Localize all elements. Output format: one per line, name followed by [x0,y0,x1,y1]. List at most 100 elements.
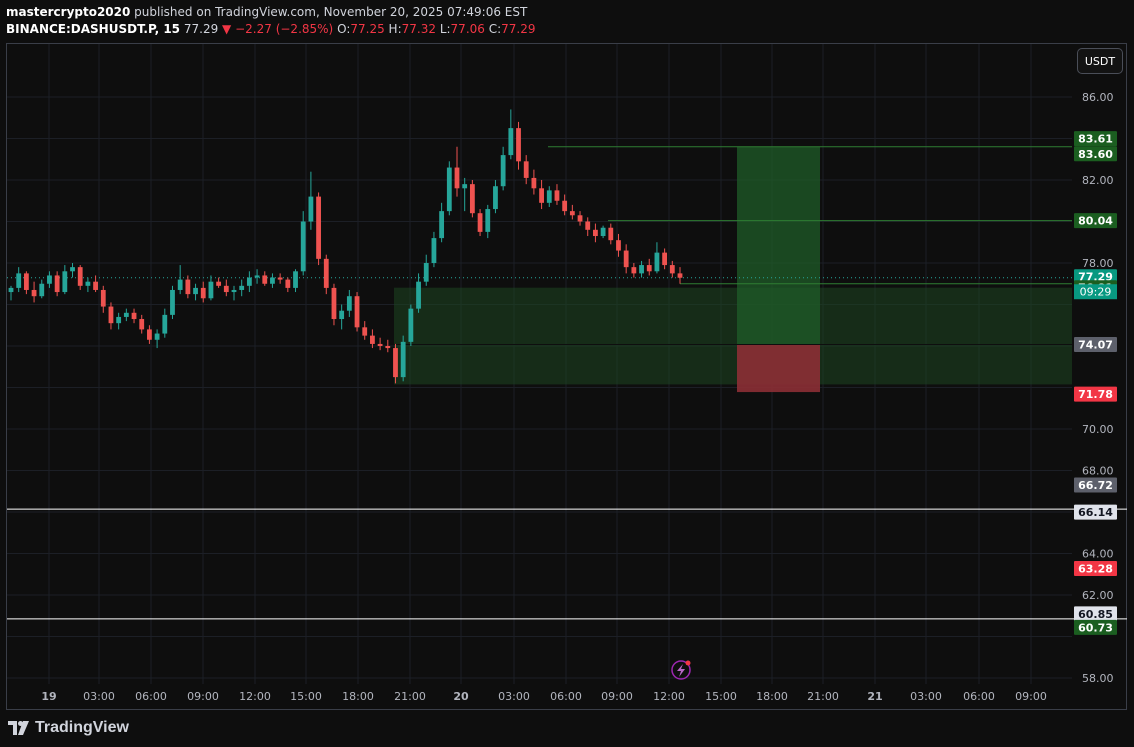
candle [393,343,398,384]
time-tick-label: 09:00 [1015,690,1047,703]
time-tick-label: 21:00 [394,690,426,703]
price-label: 60.85 [1074,606,1117,622]
candle [616,233,621,257]
candle-body [216,281,222,286]
candle [477,209,483,237]
candle-body [100,289,106,307]
candle-body [477,213,483,232]
candle-body [285,279,291,288]
candle-body [54,275,60,293]
last-price: 77.29 [183,22,219,36]
tradingview-logo[interactable]: TradingView [8,719,129,737]
candle-body [423,263,429,282]
time-tick-label: 15:00 [290,690,322,703]
candle-body [485,209,491,232]
candle [400,335,406,382]
candle-body [346,296,352,311]
time-tick-label: 21:00 [807,690,839,703]
candle-body [93,281,98,290]
candle [85,277,91,293]
price-tick-label: 68.00 [1082,465,1114,478]
candle-body [139,319,145,330]
candle-body [385,346,391,349]
price-label: 83.60 [1074,146,1117,162]
candle-body [223,285,229,293]
candle [593,223,598,243]
price-label: 63.28 [1074,560,1117,576]
price-label: 83.61 [1074,131,1117,147]
candle-body [316,196,321,259]
candle [270,273,275,288]
candle-body [593,229,598,237]
time-axis: 19 03:00 06:00 09:00 12:00 15:00 18:00 21:00 20 0… [41,690,1047,703]
candle [339,304,345,330]
price-label-bg [1074,386,1117,402]
candle-body [639,265,644,274]
candle [554,184,560,205]
price-tick-label: 58.00 [1082,672,1114,685]
candle-body [85,281,91,286]
candle-body [370,335,375,344]
target-zone [737,146,820,345]
low-label: L: [439,22,451,36]
time-tick-label: 06:00 [550,690,582,703]
price-label: 66.14 [1074,504,1117,520]
candle-body [623,250,629,268]
candle [385,339,391,353]
chart-frame[interactable] [6,43,1127,710]
candle [377,337,383,351]
candle-body [516,128,521,162]
price-tick-label: 62.00 [1082,589,1114,602]
candle [231,285,237,301]
candle-body [654,252,660,272]
time-tick-label: 03:00 [83,690,115,703]
candle-body [47,275,52,284]
candle [539,180,544,210]
price-label-bg [1074,146,1117,162]
time-tick-label: 09:00 [601,690,633,703]
candle-body [439,211,445,239]
candle [662,248,668,270]
candle [239,279,245,297]
candle-body [393,348,398,378]
candle [523,155,529,185]
candle-body [400,341,406,378]
countdown-bg [1074,284,1117,300]
candle-body [677,273,683,278]
candle [323,254,329,295]
down-triangle-icon: ▼ [222,22,232,36]
symbol-name[interactable]: BINANCE:DASHUSDT.P, 15 [6,22,181,36]
candle-body [539,188,544,203]
price-tick-label: 82.00 [1082,174,1114,187]
candle [423,254,429,286]
price-label-text: 74.07 [1078,339,1113,352]
open-value: 77.25 [350,22,385,36]
candle-body [147,329,152,340]
candle [546,186,552,207]
candle-body [493,186,498,210]
candle [416,273,421,313]
price-label: 60.73 [1074,619,1117,635]
candle-body [446,167,452,212]
candle [208,275,214,301]
stop-zone [737,344,820,393]
candle [508,109,514,160]
time-tick-label: 09:00 [187,690,219,703]
candle [223,279,229,297]
demand-zone [394,287,1072,385]
candle [185,275,191,299]
tradingview-logo-text: TradingView [35,719,129,736]
candle [639,260,644,278]
candle-body [577,215,583,222]
price-label-bg [1074,619,1117,635]
time-tick-label: 20 [453,690,469,703]
currency-button[interactable]: USDT [1077,48,1123,74]
price-label: 66.72 [1074,477,1117,493]
candle [147,325,152,344]
author-name[interactable]: mastercrypto2020 [6,5,131,19]
candle [116,312,122,330]
price-label-bg [1074,560,1117,576]
candle [531,169,537,195]
candle-body [523,161,529,178]
